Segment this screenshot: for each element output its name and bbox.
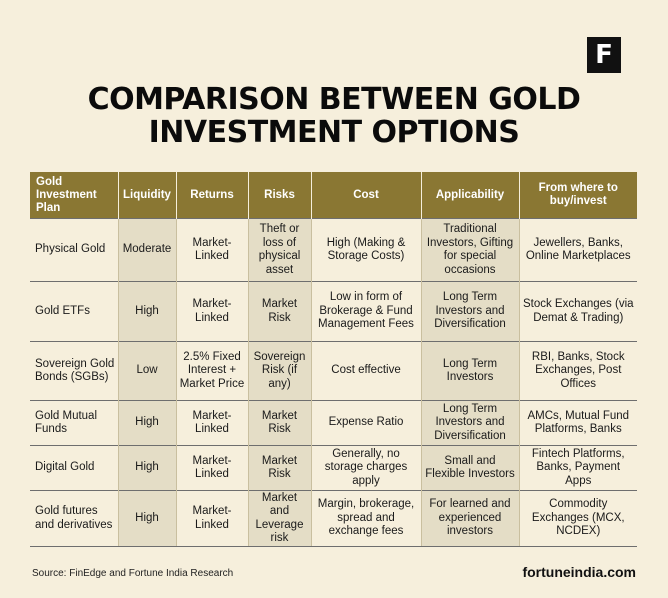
cell-applicability: Long Term Investors and Diversification (420, 281, 519, 342)
cell-liquidity: High (117, 445, 176, 491)
cell-liquidity: Moderate (117, 218, 176, 282)
cell-plan: Digital Gold (30, 445, 118, 491)
cell-liquidity: Low (117, 341, 176, 401)
cell-liquidity: High (117, 490, 176, 547)
cell-risks: Market Risk (247, 400, 311, 446)
cell-cost: Generally, no storage charges apply (310, 445, 421, 491)
source-note: Source: FinEdge and Fortune India Resear… (32, 568, 234, 579)
cell-where: Stock Exchanges (via Demat & Trading) (518, 281, 637, 342)
cell-risks: Market and Leverage risk (247, 490, 311, 547)
table-row: Physical Gold Moderate Market-Linked The… (30, 218, 637, 282)
cell-cost: High (Making & Storage Costs) (310, 218, 421, 282)
table-header-row: Gold Investment Plan Liquidity Returns R… (30, 172, 637, 219)
cell-applicability: Long Term Investors and Diversification (420, 400, 519, 446)
cell-liquidity: High (117, 281, 176, 342)
cell-returns: 2.5% Fixed Interest + Market Price (175, 341, 248, 401)
cell-applicability: For learned and experienced investors (420, 490, 519, 547)
cell-cost: Margin, brokerage, spread and exchange f… (310, 490, 421, 547)
brand-url: fortuneindia.com (522, 564, 636, 580)
comparison-table: Gold Investment Plan Liquidity Returns R… (30, 172, 637, 547)
cell-applicability: Traditional Investors, Gifting for speci… (420, 218, 519, 282)
cell-risks: Market Risk (247, 445, 311, 491)
table-row: Sovereign Gold Bonds (SGBs) Low 2.5% Fix… (30, 341, 637, 401)
cell-where: Commodity Exchanges (MCX, NCDEX) (518, 490, 637, 547)
cell-liquidity: High (117, 400, 176, 446)
cell-risks: Theft or loss of physical asset (247, 218, 311, 282)
cell-returns: Market-Linked (175, 281, 248, 342)
cell-cost: Expense Ratio (310, 400, 421, 446)
cell-returns: Market-Linked (175, 490, 248, 547)
cell-plan: Gold futures and derivatives (30, 490, 118, 547)
title-line-2: INVESTMENT OPTIONS (148, 115, 520, 150)
header-liquidity: Liquidity (117, 172, 176, 219)
fortune-logo-icon: F (587, 37, 621, 73)
cell-plan: Physical Gold (30, 218, 118, 282)
header-returns: Returns (175, 172, 248, 219)
cell-plan: Gold Mutual Funds (30, 400, 118, 446)
cell-plan: Gold ETFs (30, 281, 118, 342)
header-risks: Risks (247, 172, 311, 219)
header-cost: Cost (310, 172, 421, 219)
header-where: From where to buy/invest (518, 172, 637, 219)
cell-where: AMCs, Mutual Fund Platforms, Banks (518, 400, 637, 446)
cell-risks: Market Risk (247, 281, 311, 342)
cell-returns: Market-Linked (175, 445, 248, 491)
cell-risks: Sovereign Risk (if any) (247, 341, 311, 401)
table-row: Gold Mutual Funds High Market-Linked Mar… (30, 400, 637, 446)
cell-returns: Market-Linked (175, 218, 248, 282)
cell-cost: Cost effective (310, 341, 421, 401)
cell-cost: Low in form of Brokerage & Fund Manageme… (310, 281, 421, 342)
table-row: Gold futures and derivatives High Market… (30, 490, 637, 547)
cell-where: Jewellers, Banks, Online Marketplaces (518, 218, 637, 282)
table-row: Gold ETFs High Market-Linked Market Risk… (30, 281, 637, 342)
table-row: Digital Gold High Market-Linked Market R… (30, 445, 637, 491)
cell-applicability: Long Term Investors (420, 341, 519, 401)
cell-where: Fintech Platforms, Banks, Payment Apps (518, 445, 637, 491)
cell-returns: Market-Linked (175, 400, 248, 446)
cell-where: RBI, Banks, Stock Exchanges, Post Office… (518, 341, 637, 401)
page-title: COMPARISON BETWEEN GOLD INVESTMENT OPTIO… (0, 83, 668, 149)
cell-plan: Sovereign Gold Bonds (SGBs) (30, 341, 118, 401)
header-applicability: Applicability (420, 172, 519, 219)
header-plan: Gold Investment Plan (30, 172, 118, 219)
cell-applicability: Small and Flexible Investors (420, 445, 519, 491)
title-line-1: COMPARISON BETWEEN GOLD (87, 82, 581, 117)
